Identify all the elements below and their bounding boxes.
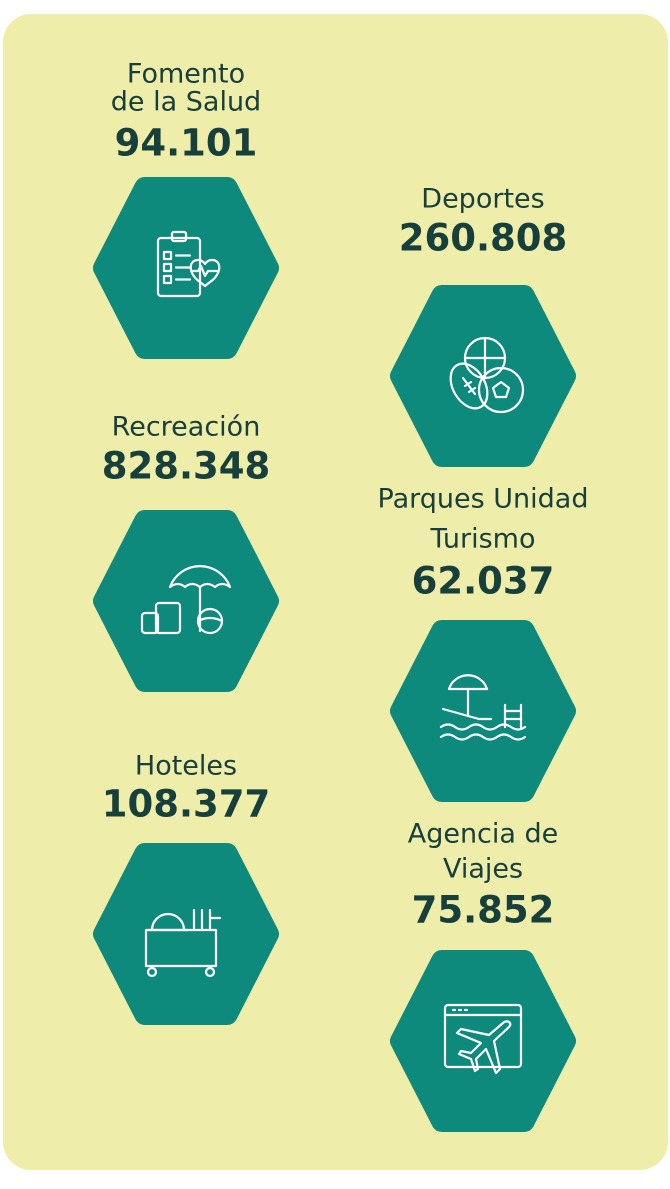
- icon-part: [441, 707, 493, 721]
- icon: [439, 674, 527, 741]
- icon-part: [162, 250, 173, 261]
- icon-part: [491, 380, 511, 399]
- icon-part: [461, 376, 477, 396]
- icon-part: [463, 336, 507, 380]
- icon-part: [190, 264, 220, 278]
- icon-part: [204, 966, 216, 978]
- item-label: Turismo: [430, 524, 536, 555]
- item-value: 260.808: [399, 217, 568, 260]
- icon-part: [189, 258, 221, 288]
- item-label: Hoteles: [135, 751, 237, 782]
- hexagon: [93, 843, 279, 1025]
- item-value: 108.377: [102, 783, 271, 826]
- icon-part: [439, 723, 527, 731]
- icon-part: [503, 703, 523, 729]
- icon: [144, 908, 222, 978]
- item-value: 94.101: [115, 122, 258, 165]
- item-value: 75.852: [412, 889, 555, 932]
- hexagon: [93, 510, 279, 692]
- icon-part: [447, 674, 489, 691]
- icon-part: [168, 565, 232, 589]
- hexagon: [390, 620, 576, 802]
- item-label: Agencia de: [408, 819, 559, 850]
- item-label: Viajes: [443, 854, 523, 885]
- icon-part: [455, 1020, 512, 1075]
- icon-part: [162, 274, 173, 285]
- item-label: Fomento: [127, 59, 245, 90]
- item-label: Recreación: [112, 412, 261, 443]
- icon-part: [162, 262, 173, 273]
- icon: [140, 565, 232, 635]
- icon-part: [192, 908, 222, 932]
- icon-part: [146, 966, 158, 978]
- icon-part: [443, 1003, 523, 1069]
- item: Parques Unidad Turismo 62.037: [378, 484, 589, 802]
- hexagon: [390, 950, 576, 1132]
- icon-part: [439, 733, 527, 741]
- icon-part: [140, 611, 160, 635]
- item-value: 828.348: [102, 445, 271, 488]
- icon-part: [144, 928, 218, 968]
- item-label: de la Salud: [111, 87, 261, 118]
- item: Agencia de Viajes 75.852: [390, 819, 576, 1132]
- icon-part: [196, 616, 224, 623]
- icon: [156, 230, 221, 298]
- icon-part: [170, 230, 188, 243]
- item-label: Parques Unidad: [378, 484, 589, 515]
- icon-part: [154, 601, 182, 635]
- item-value: 62.037: [412, 560, 555, 603]
- icon-part: [477, 366, 525, 414]
- icon: [449, 336, 525, 414]
- item-label: Deportes: [421, 184, 544, 215]
- icon: [443, 1003, 523, 1075]
